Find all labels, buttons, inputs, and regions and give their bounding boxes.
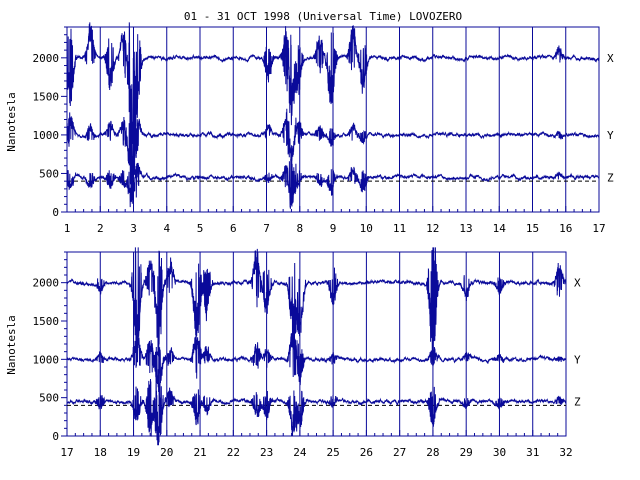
series-line-x [66,22,600,167]
x-tick-label: 18 [94,446,107,459]
x-tick-label: 24 [293,446,307,459]
series-label-y: Y [574,353,581,366]
x-tick-label: 17 [60,446,73,459]
y-tick-label: 2000 [33,52,60,65]
x-tick-label: 14 [493,222,507,235]
x-tick-label: 17 [592,222,605,235]
x-tick-label: 7 [263,222,270,235]
y-tick-label: 500 [39,167,59,180]
series-line-y [66,96,600,185]
x-tick-label: 5 [197,222,204,235]
x-tick-label: 20 [160,446,173,459]
series-line-x [66,247,567,368]
x-tick-label: 21 [193,446,206,459]
x-tick-label: 11 [393,222,406,235]
y-tick-label: 0 [52,430,59,443]
x-tick-label: 28 [426,446,439,459]
y-tick-label: 1000 [33,353,60,366]
series-line-y [66,322,567,393]
y-axis-label-top: Nanotesla [5,92,18,152]
series-label-z: Z [574,396,581,409]
x-tick-label: 31 [526,446,539,459]
x-tick-label: 16 [559,222,572,235]
series-line-z [66,158,600,209]
x-tick-label: 27 [393,446,406,459]
x-tick-label: 2 [97,222,104,235]
x-tick-label: 8 [296,222,303,235]
x-tick-label: 12 [426,222,439,235]
chart-panel-bottom: 17 18 19 20 21 22 23 24 25 26 27 28 29 30 31 32 0 500 1000… [33,247,581,459]
x-tick-label: 30 [493,446,506,459]
y-tick-label: 1500 [33,90,60,103]
x-tick-label: 10 [360,222,373,235]
y-tick-label: 1500 [33,315,60,328]
y-tick-label: 0 [52,206,59,219]
x-tick-label: 13 [459,222,472,235]
x-tick-label: 1 [64,222,71,235]
y-axis-label-bottom: Nanotesla [5,315,18,375]
series-line-z [66,374,567,446]
series-label-x: X [607,52,614,65]
x-tick-label: 9 [330,222,337,235]
x-tick-label: 6 [230,222,237,235]
y-tick-label: 500 [39,392,59,405]
x-tick-label: 19 [127,446,140,459]
chart-title: 01 - 31 OCT 1998 (Universal Time) LOVOZE… [184,10,462,23]
chart-panel-top: 1 2 3 4 5 6 7 8 9 10 11 12 13 14 15 16 17050010001500200… [33,22,614,235]
series-label-z: Z [607,171,614,184]
x-tick-label: 22 [227,446,240,459]
x-tick-label: 29 [460,446,473,459]
x-tick-label: 25 [327,446,340,459]
x-tick-label: 15 [526,222,539,235]
x-tick-label: 26 [360,446,373,459]
x-tick-label: 23 [260,446,273,459]
series-label-y: Y [607,129,614,142]
y-tick-label: 2000 [33,277,60,290]
x-tick-label: 3 [130,222,137,235]
series-label-x: X [574,277,581,290]
plot-frame [66,251,567,437]
x-tick-label: 32 [559,446,572,459]
y-tick-label: 1000 [33,129,60,142]
x-tick-label: 4 [163,222,170,235]
